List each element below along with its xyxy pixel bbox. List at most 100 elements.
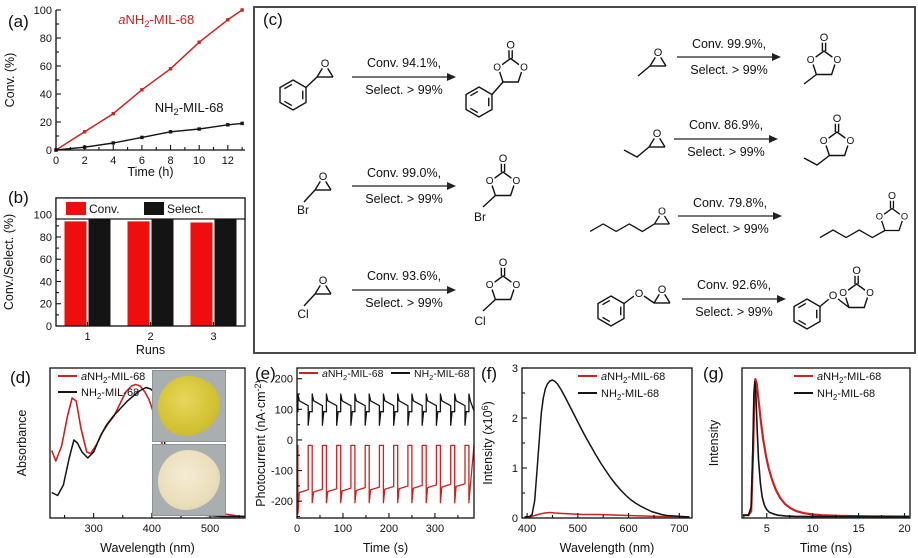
legend-entry: Conv. [89,202,119,216]
data-marker [240,8,244,12]
selectivity-text: Select. > 99% [695,304,773,319]
x-axis-label: Wavelength (nm) [560,541,655,555]
reaction-arrow-icon [352,182,456,190]
chart-conversion-vs-time: 0 2 4 6 8 10 12 0 20 40 60 80 100 Time (h) Conv. (%) aN… [3,5,245,179]
x-tick-label: 600 [619,523,637,535]
carbonate-ring [489,171,517,197]
y-tick-label: 60 [40,254,52,266]
bond [482,298,496,312]
bond [314,176,324,191]
bar-conv-run2 [127,221,150,326]
x-axis-label: Runs [136,343,165,357]
structure-epichlorohydrin: O Cl [295,273,332,323]
x-tick-label: 8 [167,155,173,167]
panel-photoluminescence-chart: 400 500 600 700 0 1 2 3 Wavelength (nm) Intensity… [480,360,702,558]
bond [653,289,663,303]
panel-label-g: (g) [703,364,724,383]
bond-chain [589,222,655,232]
atom-label-O: O [829,290,838,302]
atom-label-O: O [876,212,883,222]
selectivity-text: Select. > 99% [691,222,769,237]
chart-recycling-bars: 1 2 3 0 20 40 60 80 100 Runs Conv./Select. (%) Conv… [2,197,246,357]
bond [648,133,658,148]
chart-pl-spectra: 400 500 600 700 0 1 2 3 Wavelength (nm) Intensity… [480,363,693,555]
carbonate-ring [843,282,870,308]
legend-swatch [66,202,86,215]
atom-label-O: O [820,136,828,147]
y-tick-label: -200 [271,496,293,508]
y-tick-label: 60 [40,61,52,73]
y-tick-label: 0 [287,435,293,447]
structure-propylene-oxide: O [637,45,667,77]
reaction-arrow-block: Conv. 92.6%, Select. > 99% [681,278,787,319]
bond [322,176,332,191]
x-tick-label: 0 [294,523,300,535]
x-tick-label: 700 [670,523,688,535]
atom-label-O: O [486,280,494,291]
y-axis-label: Conv. (%) [3,53,17,108]
y-tick-label: 100 [34,210,52,222]
series-annotation: NH2-MIL-68 [155,100,224,117]
bond [314,280,324,294]
plot-frame [296,367,475,519]
legend-entry: NH2-MIL-68 [414,368,470,382]
bond [602,316,611,322]
x-tick-label: 0 [53,155,59,167]
reaction-row-epichlorohydrin: O Cl Conv. 93.6%, Select. > 99% O O O Cl [269,249,555,331]
data-marker [226,18,230,22]
chart-photocurrent: 0 100 200 300 -200 -100 0 100 200 Time (s) Photocu… [253,367,475,555]
x-tick-label: 200 [380,523,398,535]
benzene-ring [279,78,307,111]
x-tick-label: 300 [426,523,444,535]
data-marker [197,127,201,131]
bond [602,299,611,305]
benzene-ring [793,297,821,330]
bond [470,107,479,113]
x-tick-label: 1 [84,331,90,343]
data-marker [197,40,201,44]
reaction-arrow-block: Conv. 99.9%, Select. > 99% [676,37,782,78]
series-line [742,381,910,518]
y-tick-label: 100 [275,404,293,416]
bar-conv-run3 [190,222,213,326]
structure-epoxyhexane: O [589,204,670,232]
series-line [524,511,690,519]
panel-label-e: (e) [255,364,276,383]
y-tick-label: 2 [512,413,518,425]
bond [470,90,479,96]
x-tick-label: 12 [222,155,234,167]
y-axis-label: Intensity [707,419,721,466]
reaction-arrow-icon [352,72,456,81]
structure-propylene-carbonate: OOO [803,30,844,85]
panel-photocurrent-chart: 0 100 200 300 -200 -100 0 100 200 Time (s) Photocu… [253,360,480,558]
bar-select-run3 [214,216,237,326]
bond [656,133,666,148]
x-tick-label: 20 [898,523,910,535]
x-tick-label: 5 [764,523,770,535]
structure-butylene-oxide: O [623,126,666,158]
bond [798,319,807,325]
carbonate-ring [497,57,524,83]
x-axis-label: Time (h) [127,165,173,179]
atom-label-O: O [839,288,847,299]
x-tick-label: 2 [147,331,153,343]
atom-label-Cl: Cl [297,307,308,321]
carbonate-ring [810,50,838,76]
atom-label-O: O [834,55,842,66]
atom-label-O: O [807,55,815,66]
data-marker [111,111,115,116]
conversion-text: Conv. 99.9%, [691,37,767,52]
legend-swatch [144,202,164,215]
panel-label-d: (d) [10,368,31,387]
panel-label-c: (c) [263,10,283,29]
x-axis-label: Time (ns) [800,541,852,555]
y-tick-label: 80 [40,232,52,244]
atom-label-Cl: Cl [474,314,485,328]
legend-entry: NH2-MIL-68 [601,388,659,402]
